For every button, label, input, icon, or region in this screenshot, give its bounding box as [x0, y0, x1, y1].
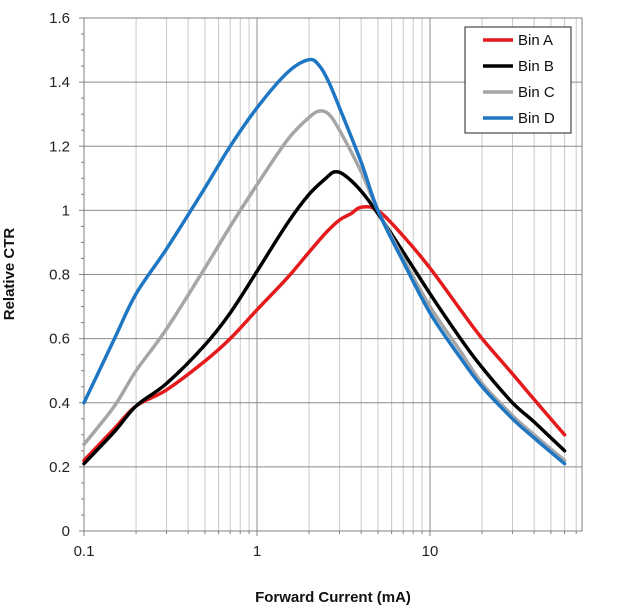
x-tick-label: 1 [253, 543, 261, 560]
x-tick-label: 10 [422, 543, 439, 560]
legend-label-bin-a: Bin A [518, 32, 553, 49]
y-tick-label: 0.4 [49, 395, 70, 412]
x-axis-title: Forward Current (mA) [255, 589, 411, 606]
y-tick-label: 0.2 [49, 459, 70, 476]
y-tick-label: 1.2 [49, 138, 70, 155]
legend-label-bin-b: Bin B [518, 58, 554, 75]
legend: Bin A Bin B Bin C Bin D [464, 26, 572, 134]
series-line-bin-a [82, 204, 567, 463]
y-tick-label: 1 [62, 202, 70, 219]
series-line-bin-c [82, 109, 567, 463]
y-tick-label: 0 [62, 523, 70, 540]
y-tick-label: 0.6 [49, 331, 70, 348]
x-tick-label: 0.1 [74, 543, 95, 560]
legend-label-bin-c: Bin C [518, 84, 555, 101]
legend-box [464, 26, 572, 134]
y-tick-label: 1.6 [49, 10, 70, 27]
y-tick-label: 1.4 [49, 74, 70, 91]
series-lines [82, 57, 567, 466]
series-line-bin-d [82, 57, 567, 466]
y-axis-title: Relative CTR [1, 228, 18, 321]
x-axis-ticks: 0.1 1 10 [74, 531, 577, 560]
series-line-bin-b [82, 169, 567, 466]
y-tick-label: 0.8 [49, 267, 70, 284]
y-axis-ticks: 0 0.2 0.4 0.6 0.8 1 1.2 1.4 1.6 [49, 10, 84, 540]
legend-label-bin-d: Bin D [518, 110, 555, 127]
